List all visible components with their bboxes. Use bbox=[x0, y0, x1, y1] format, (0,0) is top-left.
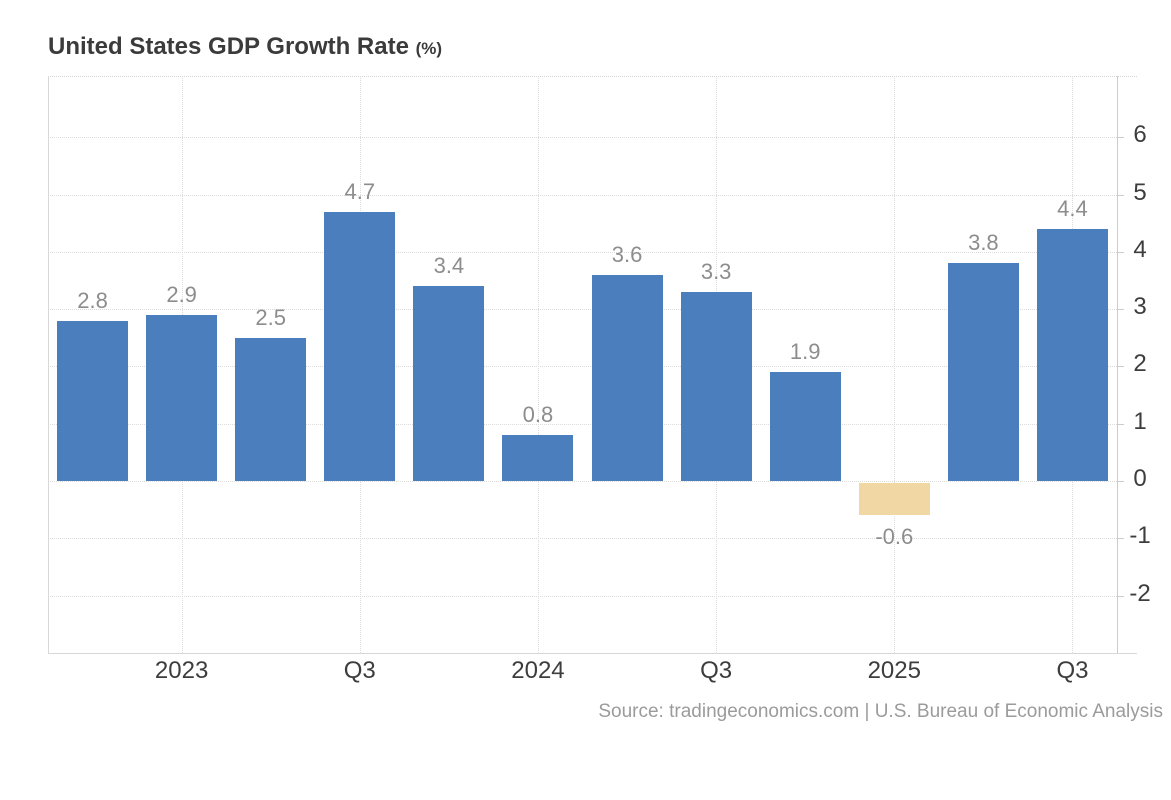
bar-value-label: 1.9 bbox=[789, 339, 821, 365]
gridline-horizontal bbox=[48, 309, 1117, 311]
y-axis-tick bbox=[1117, 194, 1124, 196]
bar-value-label: 3.6 bbox=[611, 241, 643, 267]
y-axis-tick-label: -1 bbox=[1129, 522, 1151, 550]
bar bbox=[1036, 228, 1108, 481]
x-axis-tick-label: 2023 bbox=[154, 657, 209, 684]
bar bbox=[502, 435, 574, 481]
bar-value-label: 4.4 bbox=[1057, 195, 1088, 221]
plot-top-border bbox=[48, 76, 1137, 77]
gridline-horizontal bbox=[48, 481, 1117, 482]
plot-area: 2.8 2.9 2.5 4.7 3.4 0.8 3.6 3.3 1.9 -0.6 3.8 4.4 -2 -… bbox=[48, 76, 1151, 684]
y-axis-tick bbox=[1117, 595, 1124, 597]
y-axis-tick-label: 5 bbox=[1133, 178, 1147, 206]
bar bbox=[413, 286, 485, 481]
bar bbox=[947, 263, 1019, 481]
y-axis-tick bbox=[1117, 366, 1124, 368]
bar-value-label: 3.3 bbox=[700, 258, 732, 284]
y-axis-tick-label: 4 bbox=[1133, 235, 1147, 263]
gridline-vertical bbox=[894, 76, 896, 653]
bar bbox=[235, 337, 307, 481]
bar bbox=[146, 314, 218, 481]
bar-value-label: 2.5 bbox=[255, 304, 286, 330]
y-axis-tick-label: 6 bbox=[1133, 121, 1147, 149]
y-axis-tick bbox=[1117, 309, 1124, 311]
gridline-horizontal bbox=[48, 595, 1117, 597]
bar-value-label: 3.4 bbox=[433, 253, 465, 279]
bar bbox=[680, 291, 752, 481]
x-axis-tick-label: Q3 bbox=[343, 657, 376, 684]
x-axis-tick-label: 2025 bbox=[867, 657, 921, 684]
x-axis-tick-label: Q3 bbox=[1056, 657, 1089, 684]
bar-value-label: 3.8 bbox=[968, 230, 999, 256]
chart-title-text: United States GDP Growth Rate bbox=[48, 33, 409, 60]
bar bbox=[858, 483, 930, 516]
bar bbox=[324, 211, 396, 481]
y-axis-tick bbox=[1117, 137, 1124, 139]
bar bbox=[769, 372, 841, 481]
bar-value-label: 4.7 bbox=[344, 178, 376, 204]
y-axis-tick-label: 1 bbox=[1133, 407, 1147, 435]
x-axis-tick-label: 2024 bbox=[511, 657, 565, 684]
bar-value-label: 2.8 bbox=[77, 287, 108, 313]
bar-value-label: -0.6 bbox=[875, 524, 914, 550]
y-axis-tick-label: 0 bbox=[1133, 465, 1147, 492]
y-axis-tick bbox=[1117, 538, 1124, 540]
bar-value-label: 0.8 bbox=[522, 402, 554, 428]
gridline-horizontal bbox=[48, 423, 1117, 425]
y-axis-tick bbox=[1117, 251, 1124, 253]
bar bbox=[57, 320, 129, 481]
x-axis-tick-label: Q3 bbox=[700, 657, 733, 684]
y-axis-tick-label: 3 bbox=[1133, 293, 1147, 321]
chart-title: United States GDP Growth Rate (%) bbox=[48, 32, 442, 62]
gridline-vertical bbox=[537, 76, 539, 653]
y-axis-tick bbox=[1117, 481, 1124, 482]
x-axis-line bbox=[48, 653, 1137, 654]
gridline-horizontal bbox=[48, 137, 1117, 139]
y-axis-tick-label: -2 bbox=[1129, 579, 1151, 607]
gridline-horizontal bbox=[48, 538, 1117, 540]
gridline-horizontal bbox=[48, 194, 1117, 196]
source-attribution: Source: tradingeconomics.com | U.S. Bure… bbox=[598, 701, 1163, 722]
chart-title-unit: (%) bbox=[415, 39, 443, 58]
bar-value-label: 2.9 bbox=[166, 281, 197, 307]
plot-left-border bbox=[48, 76, 49, 653]
y-axis-tick bbox=[1117, 423, 1124, 425]
y-axis-tick-label: 2 bbox=[1133, 350, 1147, 378]
gridline-horizontal bbox=[48, 366, 1117, 368]
y-axis-line bbox=[1117, 76, 1118, 653]
bar bbox=[591, 274, 663, 481]
gridline-horizontal bbox=[48, 251, 1117, 253]
